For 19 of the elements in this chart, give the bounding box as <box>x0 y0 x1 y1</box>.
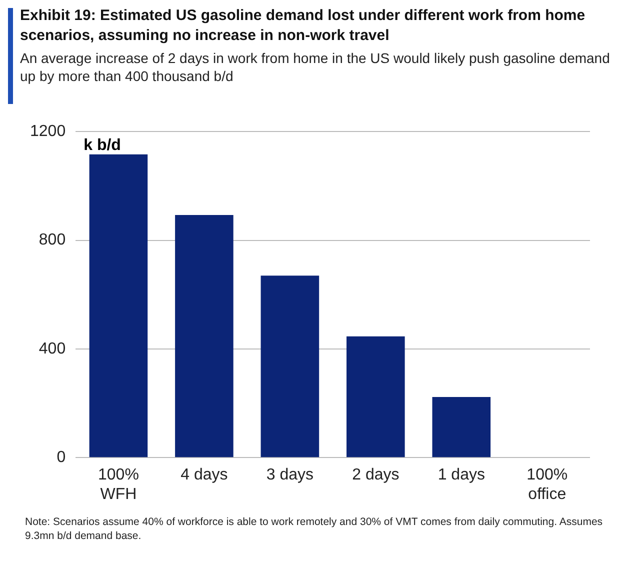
x-tick-label: 3 days <box>266 466 314 484</box>
chart-subtitle: An average increase of 2 days in work from home in the US would likely push gasoline demand up by more than 400 thousand b/d <box>20 49 611 85</box>
y-tick-label: 800 <box>38 232 66 249</box>
y-tick-label: 400 <box>38 340 66 358</box>
bar <box>89 154 148 458</box>
bar <box>260 276 320 458</box>
x-tick-label: 2 days <box>352 466 400 484</box>
bar <box>432 397 491 458</box>
x-tick-label: 100% WFH <box>98 466 139 503</box>
y-tick-label: 0 <box>56 449 66 466</box>
y-tick-label: 1200 <box>30 123 66 140</box>
y-axis-title: k b/d <box>84 137 121 154</box>
bar <box>175 215 234 458</box>
chart-title: Exhibit 19: Estimated US gasoline demand lost under different work from home scenarios, assuming no increase in non-work travel <box>20 6 586 46</box>
x-tick-label: 4 days <box>180 466 228 484</box>
bar <box>346 336 405 458</box>
text: Note: Scenarios assume 40% of workforce is able to work remotely and 30% of VMT comes from daily commuting. Assumes 9.3mn b/d demand base. <box>25 515 604 543</box>
x-tick-label: 1 days <box>438 466 485 484</box>
x-tick-label: 100% office <box>526 466 568 503</box>
